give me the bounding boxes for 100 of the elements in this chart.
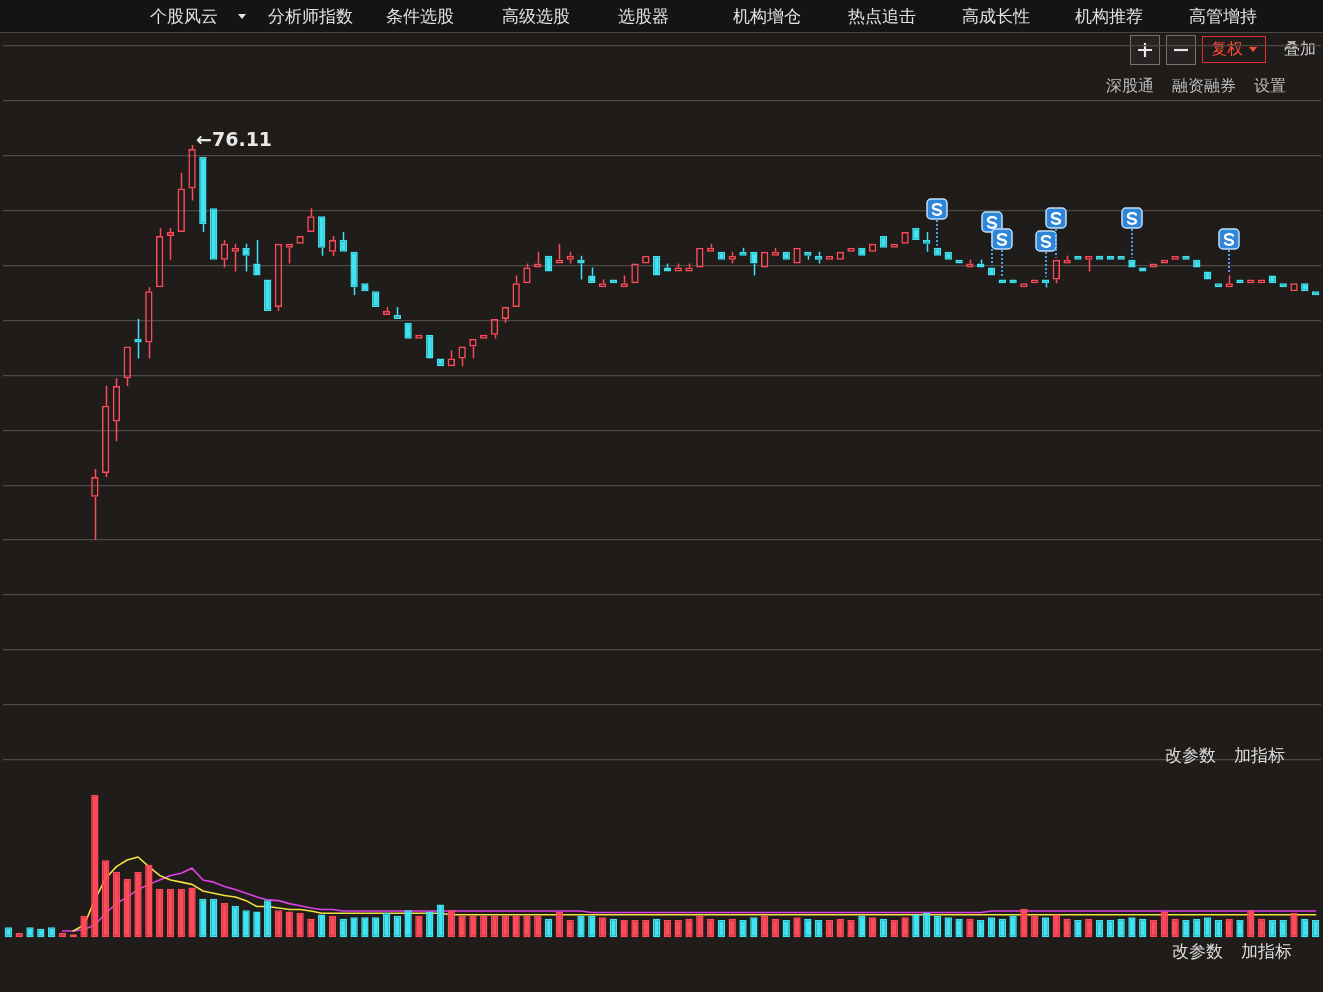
bar	[609, 918, 618, 938]
bar	[847, 920, 855, 938]
bar	[1085, 918, 1093, 938]
bar	[1301, 918, 1309, 938]
bar	[318, 914, 326, 938]
bar	[415, 915, 423, 938]
candlestick	[134, 318, 142, 360]
bar	[868, 917, 877, 938]
bar	[717, 920, 726, 938]
bar	[1193, 918, 1201, 938]
bar	[1020, 908, 1028, 938]
bar	[523, 915, 531, 938]
bar	[1009, 915, 1017, 938]
bar	[209, 898, 218, 938]
bar	[663, 920, 672, 938]
bar	[145, 864, 153, 938]
bar	[706, 918, 715, 938]
bar	[1290, 913, 1298, 938]
bar	[253, 911, 261, 938]
bar	[1257, 918, 1266, 938]
bar	[112, 871, 121, 938]
annotation: ←76.11	[196, 128, 273, 151]
bar	[188, 887, 196, 938]
bar	[696, 915, 704, 938]
bar	[771, 918, 780, 938]
bar	[123, 878, 131, 938]
bar	[350, 917, 358, 938]
bar	[544, 918, 553, 938]
bar	[1106, 920, 1115, 938]
bar	[1247, 910, 1255, 938]
bar	[1052, 914, 1060, 938]
bar	[285, 911, 293, 938]
bar	[436, 904, 445, 938]
bar	[1063, 918, 1071, 938]
bar	[501, 915, 510, 938]
bar	[1236, 920, 1244, 938]
bar	[685, 918, 693, 938]
text: 机构增仓	[733, 5, 801, 28]
bar	[382, 913, 391, 938]
text: 改参数	[1172, 941, 1223, 961]
text: 机构推荐	[1075, 5, 1143, 28]
bar	[674, 920, 682, 938]
bar	[534, 915, 542, 938]
bar	[372, 917, 380, 938]
bar	[231, 905, 239, 938]
bar	[642, 920, 650, 938]
bar	[361, 917, 369, 938]
bar	[793, 917, 801, 938]
text: 加指标	[1234, 745, 1285, 765]
bar	[998, 918, 1006, 938]
bar	[804, 918, 812, 938]
text: 高管增持	[1189, 5, 1257, 28]
bar	[199, 898, 207, 938]
text: 选股器	[618, 5, 669, 28]
bar	[480, 915, 488, 938]
text: 设置	[1254, 76, 1286, 95]
bar	[879, 918, 888, 938]
candlestick	[577, 254, 585, 281]
bar	[890, 920, 898, 938]
bar	[1225, 918, 1233, 938]
bar	[274, 910, 283, 938]
bar	[652, 918, 661, 938]
bar	[1268, 920, 1277, 938]
bar	[264, 900, 272, 938]
bar	[242, 910, 250, 938]
bar	[577, 915, 585, 938]
bar	[1041, 917, 1050, 938]
bar	[469, 915, 477, 938]
bar	[858, 915, 866, 938]
bar	[1117, 918, 1125, 938]
bar	[426, 911, 434, 938]
bar	[1031, 915, 1039, 938]
bar	[1128, 917, 1136, 938]
bar	[1074, 920, 1082, 938]
bar	[750, 917, 758, 938]
bar	[447, 910, 456, 938]
bar	[1171, 918, 1179, 938]
bar	[1311, 920, 1320, 938]
bar	[1095, 920, 1104, 938]
bar	[782, 920, 790, 938]
bar	[912, 914, 920, 938]
bar	[1182, 920, 1190, 938]
bar	[80, 915, 88, 938]
bar	[901, 917, 909, 938]
bar	[825, 920, 834, 938]
text: 分析师指数	[268, 5, 353, 28]
bar	[404, 910, 412, 938]
bar	[933, 915, 942, 938]
bar	[944, 917, 952, 938]
bar	[555, 911, 564, 938]
text: 融资融券	[1172, 76, 1236, 95]
bar	[220, 903, 229, 938]
bar	[177, 888, 185, 938]
text: 深股通	[1106, 76, 1154, 95]
bar	[490, 915, 499, 938]
bar	[307, 918, 315, 938]
bar	[458, 915, 466, 938]
bar	[155, 888, 164, 938]
text: 高成长性	[962, 5, 1030, 28]
text: 条件选股	[386, 5, 454, 28]
